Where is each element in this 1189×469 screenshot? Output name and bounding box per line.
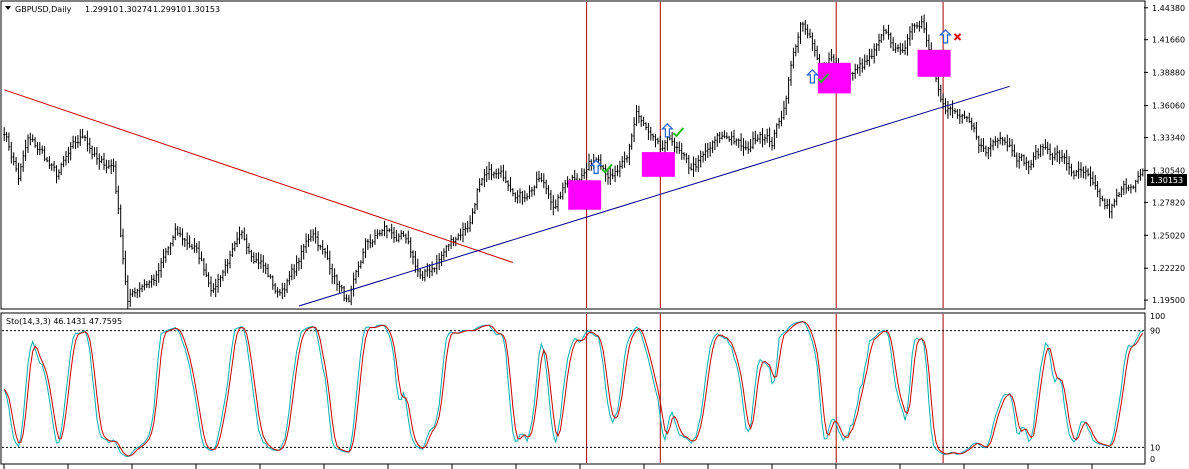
ohlc-close: 1.30153 (187, 5, 220, 14)
ohlc-high: 1.30274 (119, 5, 152, 14)
price-tick-label: 1.38880 (1152, 68, 1185, 77)
stochastic-tick-label: 100 (1150, 312, 1165, 321)
price-tick-label: 1.25020 (1152, 231, 1185, 240)
price-tick-label: 1.36060 (1152, 102, 1185, 111)
price-tick-label: 1.22220 (1152, 264, 1185, 273)
price-tick-label: 1.33340 (1152, 134, 1185, 143)
signal-box-1 (642, 152, 675, 177)
signal-box-3 (918, 50, 951, 77)
signal-box-0 (568, 180, 601, 209)
time-axis (4, 464, 1092, 469)
ohlc-low: 1.29910 (153, 5, 186, 14)
price-tick-label: 1.27820 (1152, 198, 1185, 207)
price-tick-label: 1.44380 (1152, 4, 1185, 13)
symbol-header: GBPUSD,Daily (15, 5, 72, 14)
price-tick-label: 1.41660 (1152, 36, 1185, 45)
stochastic-tick-label: 90 (1150, 327, 1160, 336)
stochastic-tick-label: 10 (1150, 443, 1160, 452)
signal-box-2 (818, 63, 851, 94)
current-price-label: 1.30153 (1150, 176, 1183, 185)
main-panel-frame (1, 1, 1145, 309)
price-tick-label: 1.19500 (1152, 296, 1185, 305)
ohlc-open: 1.29910 (85, 5, 118, 14)
stochastic-header: Sto(14,3,3) 46.1431 47.7595 (6, 317, 122, 326)
stochastic-panel-frame (1, 313, 1145, 464)
price-axis: 1.443801.416601.388801.360601.333401.305… (1144, 4, 1185, 305)
stochastic-tick-label: 0 (1150, 455, 1155, 464)
